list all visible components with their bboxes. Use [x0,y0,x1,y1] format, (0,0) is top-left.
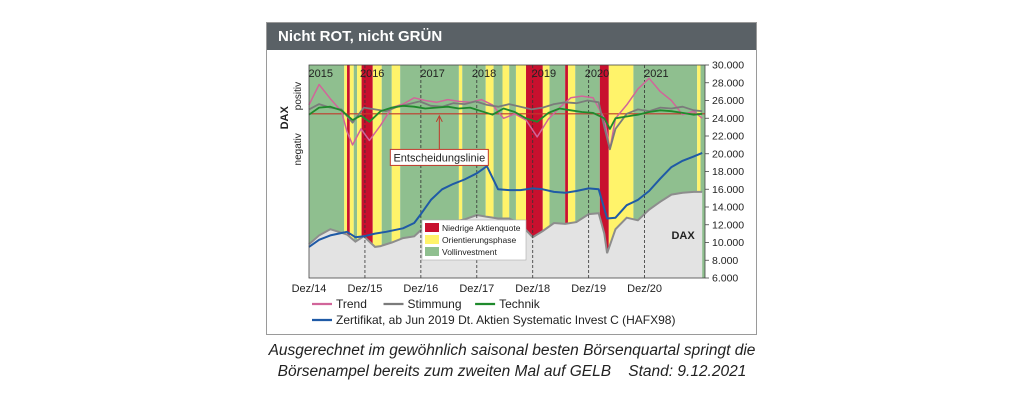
phase-band-green [381,65,392,278]
x-tick-label: Dez/14 [292,283,327,295]
year-label: 2018 [472,68,496,80]
caption-line-2: Börsenampel bereits zum zweiten Mal auf … [277,363,747,380]
year-label: 2020 [585,68,609,80]
phase-band-red [347,65,350,278]
phase-band-yellow [567,65,576,278]
phase-band-yellow [458,65,463,278]
y-tick-label: 14.000 [712,202,744,214]
phase-band-yellow [697,65,701,278]
phase-band-red [526,65,543,278]
x-tick-label: Dez/20 [627,283,662,295]
dax-line [308,190,703,254]
y-tick-label: 24.000 [712,113,744,125]
y-tick-label: 12.000 [712,219,744,231]
legend-label: Trend [336,297,367,311]
y-tick-label: 8.000 [712,255,738,267]
y-tick-label: 10.000 [712,237,744,249]
chart-svg: 30.000 28.000 26.000 24.000 22.000 20.000 18.0… [279,60,744,328]
annotation-box [389,148,489,166]
x-tick-label: Dez/17 [459,283,494,295]
phase-band-green [509,65,516,278]
annotation-text: Entscheidungslinie [393,152,485,164]
y-tick-label: 18.000 [712,166,744,178]
x-tick-label: Dez/19 [571,283,606,295]
phase-band-red [361,65,373,278]
year-label: 2019 [532,68,556,80]
x-tick-label: Dez/15 [348,283,383,295]
legend-label: Technik [499,297,541,311]
year-label: 2017 [420,68,444,80]
left-axis-negative: negativ [293,133,304,165]
year-label: 2021 [644,68,668,80]
left-axis-positive: positiv [293,82,304,110]
caption: Ausgerechnet im gewöhnlich saisonal best… [0,340,1024,382]
phase-legend-label: Vollinvestment [442,247,497,257]
y-tick-label: 28.000 [712,77,744,89]
y-tick-label: 6.000 [712,273,738,285]
y-tick-label: 30.000 [712,60,744,72]
y-tick-label: 16.000 [712,184,744,196]
phase-legend-swatch [425,247,439,256]
caption-line-1: Ausgerechnet im gewöhnlich saisonal best… [268,342,756,359]
y-tick-label: 22.000 [712,131,744,143]
y-tick-label: 26.000 [712,95,744,107]
phase-band-red [599,65,609,278]
phase-band-red [565,65,568,278]
chart-frame: Nicht ROT, nicht GRÜN 30.000 28.000 26.000… [266,22,757,335]
series-line-trend [308,77,703,151]
phase-legend-label: Orientierungsphase [442,235,516,245]
left-axis-label: DAX [279,106,291,130]
phase-legend-swatch [425,223,439,232]
phase-legend-label: Niedrige Aktienquote [442,223,521,233]
phase-band-yellow [542,65,550,278]
year-label: 2016 [360,68,384,80]
phase-legend-swatch [425,235,439,244]
chart-header: Nicht ROT, nicht GRÜN [267,23,756,50]
year-label: 2015 [309,68,333,80]
phase-band-green [493,65,503,278]
series-line-stimmung [308,99,703,151]
phase-band-green [700,65,705,278]
phase-band-yellow [391,65,401,278]
dax-label: DAX [671,230,695,242]
legend-label: Stimmung [408,297,462,311]
phase-legend-box [421,219,527,261]
y-tick-label: 20.000 [712,148,744,160]
x-tick-label: Dez/16 [403,283,438,295]
annotation-arrowhead [435,114,443,123]
phase-band-yellow [372,65,382,278]
phase-band-yellow [502,65,510,278]
phase-band-yellow [357,65,362,278]
phase-band-yellow [344,65,348,278]
phase-band-yellow [515,65,527,278]
phase-band-green [353,65,358,278]
series-line-technik [308,104,703,130]
phase-band-yellow [349,65,354,278]
x-tick-label: Dez/18 [515,283,550,295]
legend-label: Zertifikat, ab Jun 2019 Dt. Aktien Syste… [336,313,675,327]
series-line-zertifikat [308,151,703,248]
